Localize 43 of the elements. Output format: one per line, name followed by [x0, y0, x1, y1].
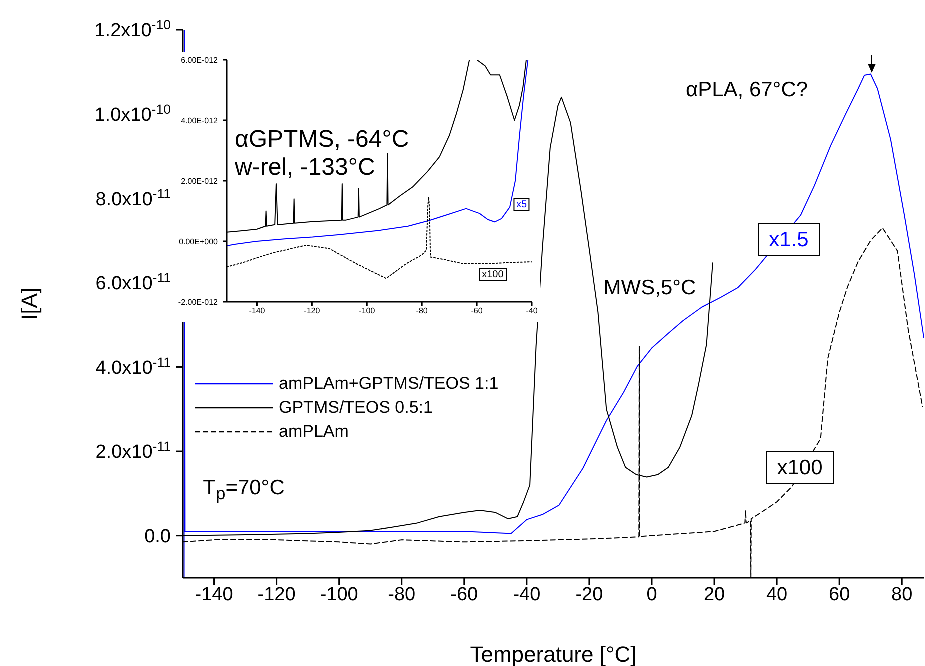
y-tick-label: 6.0x10$^{-11}$	[96, 270, 171, 295]
x-tick-label: 80	[892, 584, 913, 606]
y-axis-title: I[A]	[17, 287, 42, 321]
y-tick-label: 6.00E-012	[181, 56, 219, 65]
annotation: x100	[777, 456, 823, 480]
y-tick-label: 4.0x10$^{-11}$	[96, 354, 171, 379]
x-tick-label: -140	[195, 584, 234, 606]
x-tick-label: -100	[359, 306, 376, 316]
x-tick-label: 60	[829, 584, 850, 606]
x-tick-label: 40	[766, 584, 788, 606]
x-tick-label: 0	[646, 584, 658, 606]
annotation: αGPTMS, -64°C	[235, 126, 410, 153]
x-tick-label: -80	[388, 584, 416, 606]
x-tick-label: -60	[471, 306, 484, 316]
y-tick-label: -2.00E-012	[178, 298, 219, 307]
x-tick-label: -40	[513, 584, 541, 606]
annotation: T$_{p}$=70°C	[203, 476, 285, 504]
y-tick-label: 8.0x10$^{-11}$	[96, 186, 171, 210]
annotation: x1.5	[769, 228, 809, 252]
annotation: x100	[482, 269, 504, 280]
annotation: αPLA, 67°C?	[686, 78, 808, 102]
legend-label: amPLAm	[279, 421, 349, 443]
annotation: x5	[516, 200, 528, 211]
x-tick-label: -120	[304, 306, 321, 316]
annotation: MWS,5°C	[604, 276, 696, 300]
x-tick-label: -20	[576, 584, 604, 606]
y-tick-label: 1.0x10$^{-10}$	[94, 101, 171, 126]
y-tick-label: 0.00E+000	[179, 237, 219, 246]
x-tick-label: -40	[526, 306, 538, 316]
x-tick-label: -60	[450, 584, 478, 606]
x-tick-label: -120	[258, 584, 296, 606]
y-tick-label: 4.00E-012	[181, 116, 219, 126]
y-tick-label: 0.0	[144, 526, 171, 548]
y-tick-label: 2.0x10$^{-11}$	[96, 438, 171, 464]
x-tick-label: -140	[249, 306, 266, 316]
annotation: w-rel, -133°C	[235, 154, 376, 181]
y-tick-label: 2.00E-012	[181, 176, 219, 186]
legend-label: GPTMS/TEOS 0.5:1	[279, 397, 433, 419]
x-tick-label: -80	[416, 306, 428, 316]
x-tick-label: -100	[320, 584, 358, 606]
legend-label: amPLAm+GPTMS/TEOS 1:1	[279, 373, 499, 395]
y-tick-label: 1.2x10$^{-10}$	[94, 17, 171, 42]
x-tick-label: 20	[704, 584, 726, 606]
